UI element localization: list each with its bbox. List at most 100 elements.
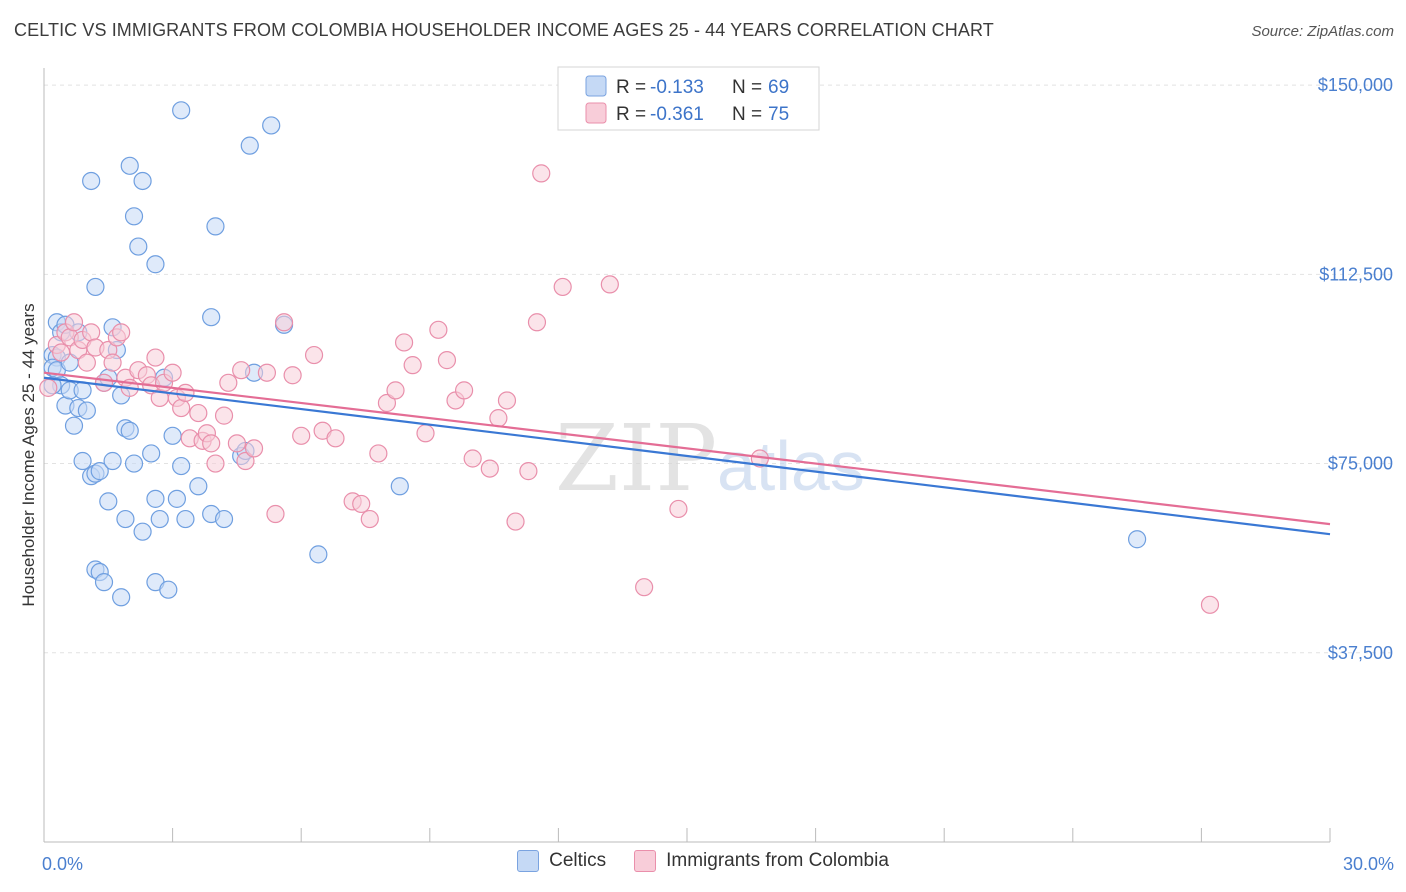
watermark: ZIP atlas — [555, 405, 865, 512]
celtics-point — [73, 381, 92, 400]
celtics-point — [1127, 530, 1147, 549]
legend-item-colombia: Immigrants from Colombia — [634, 850, 889, 872]
colombia-point — [103, 353, 122, 372]
colombia-point — [176, 383, 195, 403]
colombia-point — [236, 451, 255, 471]
celtics-point — [73, 451, 92, 471]
colombia-point — [429, 320, 448, 339]
colombia-point — [266, 504, 285, 524]
celtics-point — [103, 451, 122, 471]
series-legend: Celtics Immigrants from Colombia — [0, 850, 1406, 872]
source-label: Source: ZipAtlas.com — [1251, 23, 1394, 40]
data-points — [39, 101, 1220, 614]
colombia-point — [206, 454, 225, 473]
colombia-point — [227, 434, 246, 453]
celtics-point — [133, 171, 152, 191]
celtics-point — [120, 156, 139, 175]
colombia-point — [527, 313, 547, 332]
colombia-point — [232, 361, 251, 380]
colombia-point — [39, 378, 58, 397]
celtics-point — [202, 308, 221, 327]
colombia-point — [146, 348, 165, 367]
correlation-legend: R = -0.133 N = 69 R = -0.361 N = 75 — [557, 66, 820, 131]
colombia-trend-line — [43, 371, 1331, 526]
colombia-point — [304, 345, 324, 365]
celtics-point — [172, 101, 191, 120]
colombia-point — [77, 353, 96, 372]
x-tick-label: 0.0% — [42, 854, 83, 874]
celtics-point — [150, 509, 169, 529]
colombia-point — [292, 426, 311, 445]
celtics-point — [146, 255, 165, 274]
celtics-point — [112, 588, 131, 607]
y-tick-label: $37,500 — [1328, 643, 1393, 663]
colombia-point — [112, 323, 131, 342]
y-tick-label: $75,000 — [1328, 454, 1393, 474]
celtics-point — [146, 489, 165, 508]
celtics-swatch — [517, 850, 540, 872]
legend-swatch-blue — [585, 75, 607, 97]
colombia-point — [480, 459, 499, 478]
celtics-point — [159, 580, 178, 599]
axes: $37,500 $75,000 $112,500 $150,000 0.0% 30.0% — [42, 68, 1394, 874]
colombia-point — [283, 366, 302, 385]
colombia-point — [506, 512, 525, 531]
celtics-point — [129, 237, 148, 256]
celtics-point — [124, 207, 144, 226]
colombia-point — [553, 277, 572, 297]
colombia-point — [274, 313, 294, 332]
celtics-point — [120, 421, 139, 440]
colombia-point — [64, 313, 84, 332]
colombia-point — [257, 363, 277, 382]
celtics-point — [262, 116, 281, 135]
watermark-zip: ZIP — [555, 405, 717, 512]
colombia-point — [1200, 595, 1220, 614]
legend-blue-n-label: N = — [732, 77, 762, 98]
celtics-point — [172, 456, 191, 476]
celtics-point — [86, 277, 105, 297]
colombia-point — [463, 449, 482, 468]
colombia-point — [244, 439, 264, 458]
legend-pink-r-label: R = — [616, 104, 646, 125]
celtics-point — [309, 545, 328, 564]
colombia-point — [82, 323, 101, 342]
celtics-point — [82, 171, 101, 191]
colombia-point — [416, 424, 435, 443]
celtics-point — [176, 509, 195, 529]
colombia-point — [403, 356, 422, 375]
colombia-point — [214, 406, 234, 425]
y-axis-label: Householder Income Ages 25 - 44 years — [19, 303, 38, 606]
celtics-point — [133, 522, 152, 541]
celtics-point — [189, 477, 208, 496]
celtics-point — [142, 444, 161, 463]
colombia-point — [669, 499, 688, 519]
celtics-point — [64, 416, 84, 435]
celtics-point — [240, 136, 259, 155]
colombia-point — [52, 343, 71, 362]
legend-label-celtics: Celtics — [549, 850, 607, 871]
celtics-point — [167, 489, 186, 508]
colombia-point — [377, 393, 397, 413]
legend-pink-r-value: -0.361 — [650, 104, 704, 125]
celtics-point — [390, 477, 409, 496]
colombia-point — [532, 164, 551, 183]
celtics-point — [206, 217, 225, 236]
legend-pink-n-value: 75 — [768, 104, 789, 125]
colombia-swatch — [634, 850, 657, 872]
colombia-point — [489, 409, 508, 428]
colombia-point — [394, 333, 414, 352]
colombia-point — [172, 398, 191, 418]
colombia-point — [163, 363, 182, 382]
celtics-point — [116, 509, 135, 529]
colombia-point — [369, 444, 388, 463]
legend-label-colombia: Immigrants from Colombia — [666, 850, 889, 871]
celtics-point — [90, 462, 109, 481]
colombia-point — [519, 462, 538, 481]
celtics-point — [214, 509, 234, 529]
x-tick-label: 30.0% — [1343, 854, 1394, 874]
colombia-point — [360, 509, 379, 529]
legend-blue-n-value: 69 — [768, 77, 789, 98]
colombia-point — [600, 275, 619, 294]
celtics-point — [77, 401, 96, 420]
colombia-point — [635, 578, 654, 597]
